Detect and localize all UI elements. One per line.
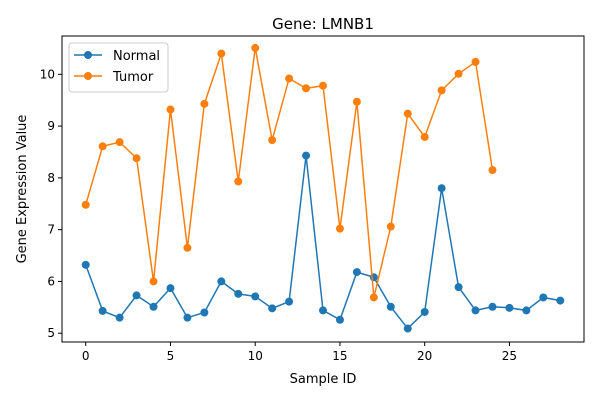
data-point-tumor [115,138,124,147]
data-point-tumor [217,49,226,58]
data-point-tumor [268,136,277,145]
legend-marker-tumor [84,72,92,80]
data-point-tumor [437,86,446,95]
data-point-normal [234,289,243,298]
x-axis-label: Sample ID [290,372,357,387]
data-point-tumor [183,243,192,252]
y-tick-label: 10 [40,67,55,81]
data-point-normal [539,293,548,302]
data-point-tumor [403,109,412,118]
data-point-tumor [454,69,463,78]
data-point-normal [403,324,412,333]
x-tick-label: 20 [417,349,432,363]
data-point-normal [302,151,311,160]
data-point-tumor [166,105,175,114]
data-point-normal [98,306,107,315]
plot-frame [61,35,585,343]
data-point-normal [352,268,361,277]
data-point-normal [437,184,446,193]
y-axis-label: Gene Expression Value [15,115,30,264]
x-tick-label: 15 [332,349,347,363]
legend: Normal Tumor [68,42,169,93]
data-point-tumor [420,132,429,141]
data-point-normal [149,302,158,311]
data-point-tumor [471,57,480,66]
data-point-normal [386,302,395,311]
y-tick-label: 7 [47,223,55,237]
y-tick-label: 5 [47,326,55,340]
data-point-tumor [335,224,344,233]
data-point-normal [285,297,294,306]
data-point-normal [166,284,175,293]
data-point-normal [132,291,141,300]
legend-marker-normal [84,51,92,59]
data-point-tumor [98,142,107,151]
chart-title: Gene: LMNB1 [272,15,374,33]
data-point-tumor [285,74,294,83]
data-point-normal [335,315,344,324]
x-tick-label: 0 [82,349,90,363]
data-point-normal [319,306,327,315]
data-point-normal [268,304,277,313]
data-point-tumor [149,277,158,286]
x-tick-label: 25 [502,349,517,363]
legend-label-tumor: Tumor [112,70,154,85]
data-point-normal [488,302,497,311]
y-axis: 5 6 7 8 9 10 [40,67,62,340]
data-point-tumor [251,43,260,52]
data-point-normal [505,303,514,312]
data-point-normal [369,273,378,282]
data-point-normal [454,283,463,292]
x-axis: 0 5 10 15 20 25 [82,342,517,363]
y-tick-label: 9 [47,119,55,133]
legend-label-normal: Normal [113,49,160,64]
data-point-normal [183,313,192,322]
data-point-normal [251,292,260,301]
data-point-tumor [386,222,395,231]
data-point-tumor [200,99,209,108]
data-point-tumor [234,177,243,186]
x-tick-label: 10 [248,349,263,363]
data-point-tumor [352,97,361,106]
data-point-normal [217,277,226,286]
y-tick-label: 6 [47,274,55,288]
data-point-tumor [488,166,497,175]
plot-area [81,43,565,333]
data-point-normal [420,307,429,316]
data-point-tumor [302,84,311,93]
data-point-normal [522,306,531,315]
data-point-tumor [319,81,327,90]
data-point-normal [200,308,209,317]
data-point-normal [556,296,565,305]
data-point-tumor [132,154,141,163]
data-point-tumor [369,293,378,302]
data-point-normal [81,260,90,269]
y-tick-label: 8 [47,171,55,185]
x-tick-label: 5 [167,349,175,363]
data-point-tumor [81,200,90,209]
data-point-normal [115,313,124,322]
data-point-normal [471,306,480,315]
